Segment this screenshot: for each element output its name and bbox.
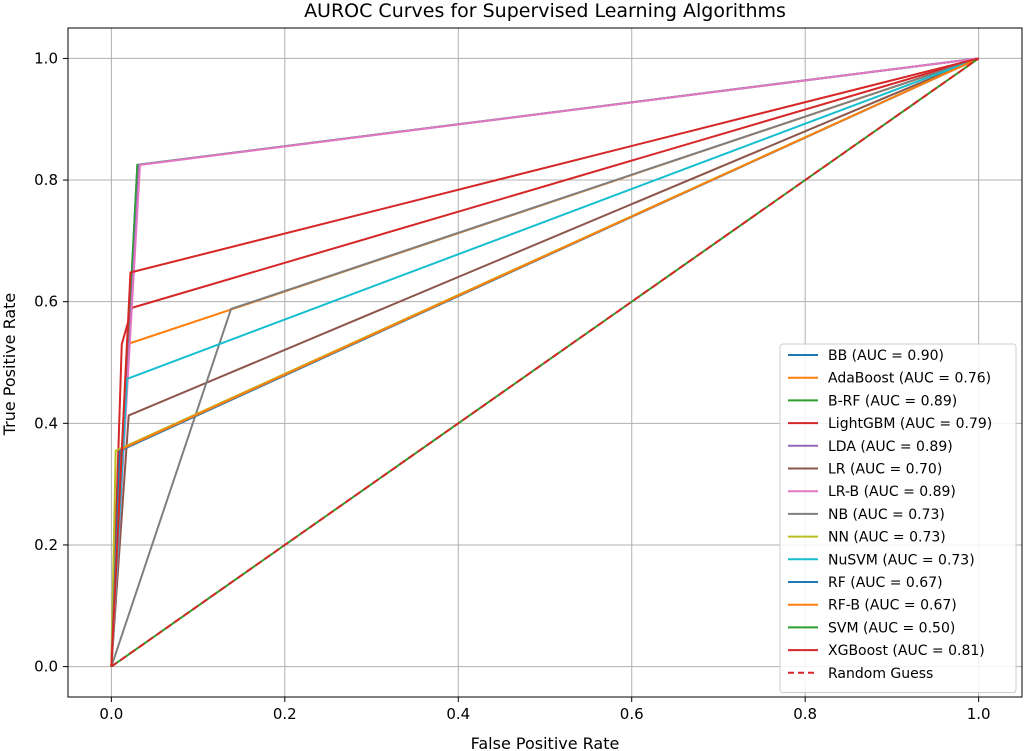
y-axis-label: True Positive Rate [0, 293, 19, 437]
x-tick-label: 1.0 [967, 705, 991, 723]
series-line-xgboost [110, 57, 979, 667]
legend-box [779, 343, 1017, 693]
y-tick-label: 1.0 [34, 49, 58, 67]
grid-lines [68, 28, 1022, 697]
x-tick-label: 0.4 [446, 705, 470, 723]
series-line-nb [110, 57, 979, 667]
legend-entry: B-RF (AUC = 0.89) [828, 393, 957, 409]
plot-frame [67, 27, 1023, 698]
legend-entry: LR-B (AUC = 0.89) [828, 484, 956, 500]
legend: BB (AUC = 0.90) AdaBoost (AUC = 0.76) B-RF… [779, 343, 1017, 693]
legend-entry: LightGBM (AUC = 0.79) [828, 416, 992, 432]
legend-entry: SVM (AUC = 0.50) [828, 620, 955, 636]
legend-entry: NN (AUC = 0.73) [828, 530, 946, 546]
series-layer [110, 57, 980, 668]
legend-entry: LDA (AUC = 0.89) [828, 439, 953, 455]
x-tick-label: 0.6 [620, 705, 644, 723]
x-tick-label: 0.2 [273, 705, 297, 723]
legend-entry: Random Guess [828, 666, 933, 682]
legend-entry: XGBoost (AUC = 0.81) [828, 643, 985, 659]
series-line-random [110, 57, 980, 668]
y-tick-label: 0.8 [34, 171, 58, 189]
legend-entry: NuSVM (AUC = 0.73) [828, 552, 975, 568]
y-tick-label: 0.0 [34, 658, 58, 676]
x-axis-label: False Positive Rate [471, 734, 620, 751]
axis-ticks: 0.0 0.2 0.4 0.6 0.8 1.0 0.0 0.2 0.4 0.6 0.8 1.0 [34, 49, 990, 723]
legend-entry: AdaBoost (AUC = 0.76) [828, 371, 991, 387]
legend-entry: LR (AUC = 0.70) [828, 462, 942, 478]
legend-entry: RF (AUC = 0.67) [828, 575, 943, 591]
series-line-lr [110, 57, 980, 667]
y-tick-label: 0.4 [34, 414, 58, 432]
legend-entry: NB (AUC = 0.73) [828, 507, 945, 523]
y-tick-label: 0.6 [34, 293, 58, 311]
chart-title: AUROC Curves for Supervised Learning Alg… [304, 0, 786, 22]
y-tick-label: 0.2 [34, 536, 58, 554]
legend-entry: BB (AUC = 0.90) [828, 348, 944, 364]
x-tick-label: 0.0 [99, 705, 123, 723]
x-tick-label: 0.8 [793, 705, 817, 723]
legend-entry: RF-B (AUC = 0.67) [828, 598, 957, 614]
